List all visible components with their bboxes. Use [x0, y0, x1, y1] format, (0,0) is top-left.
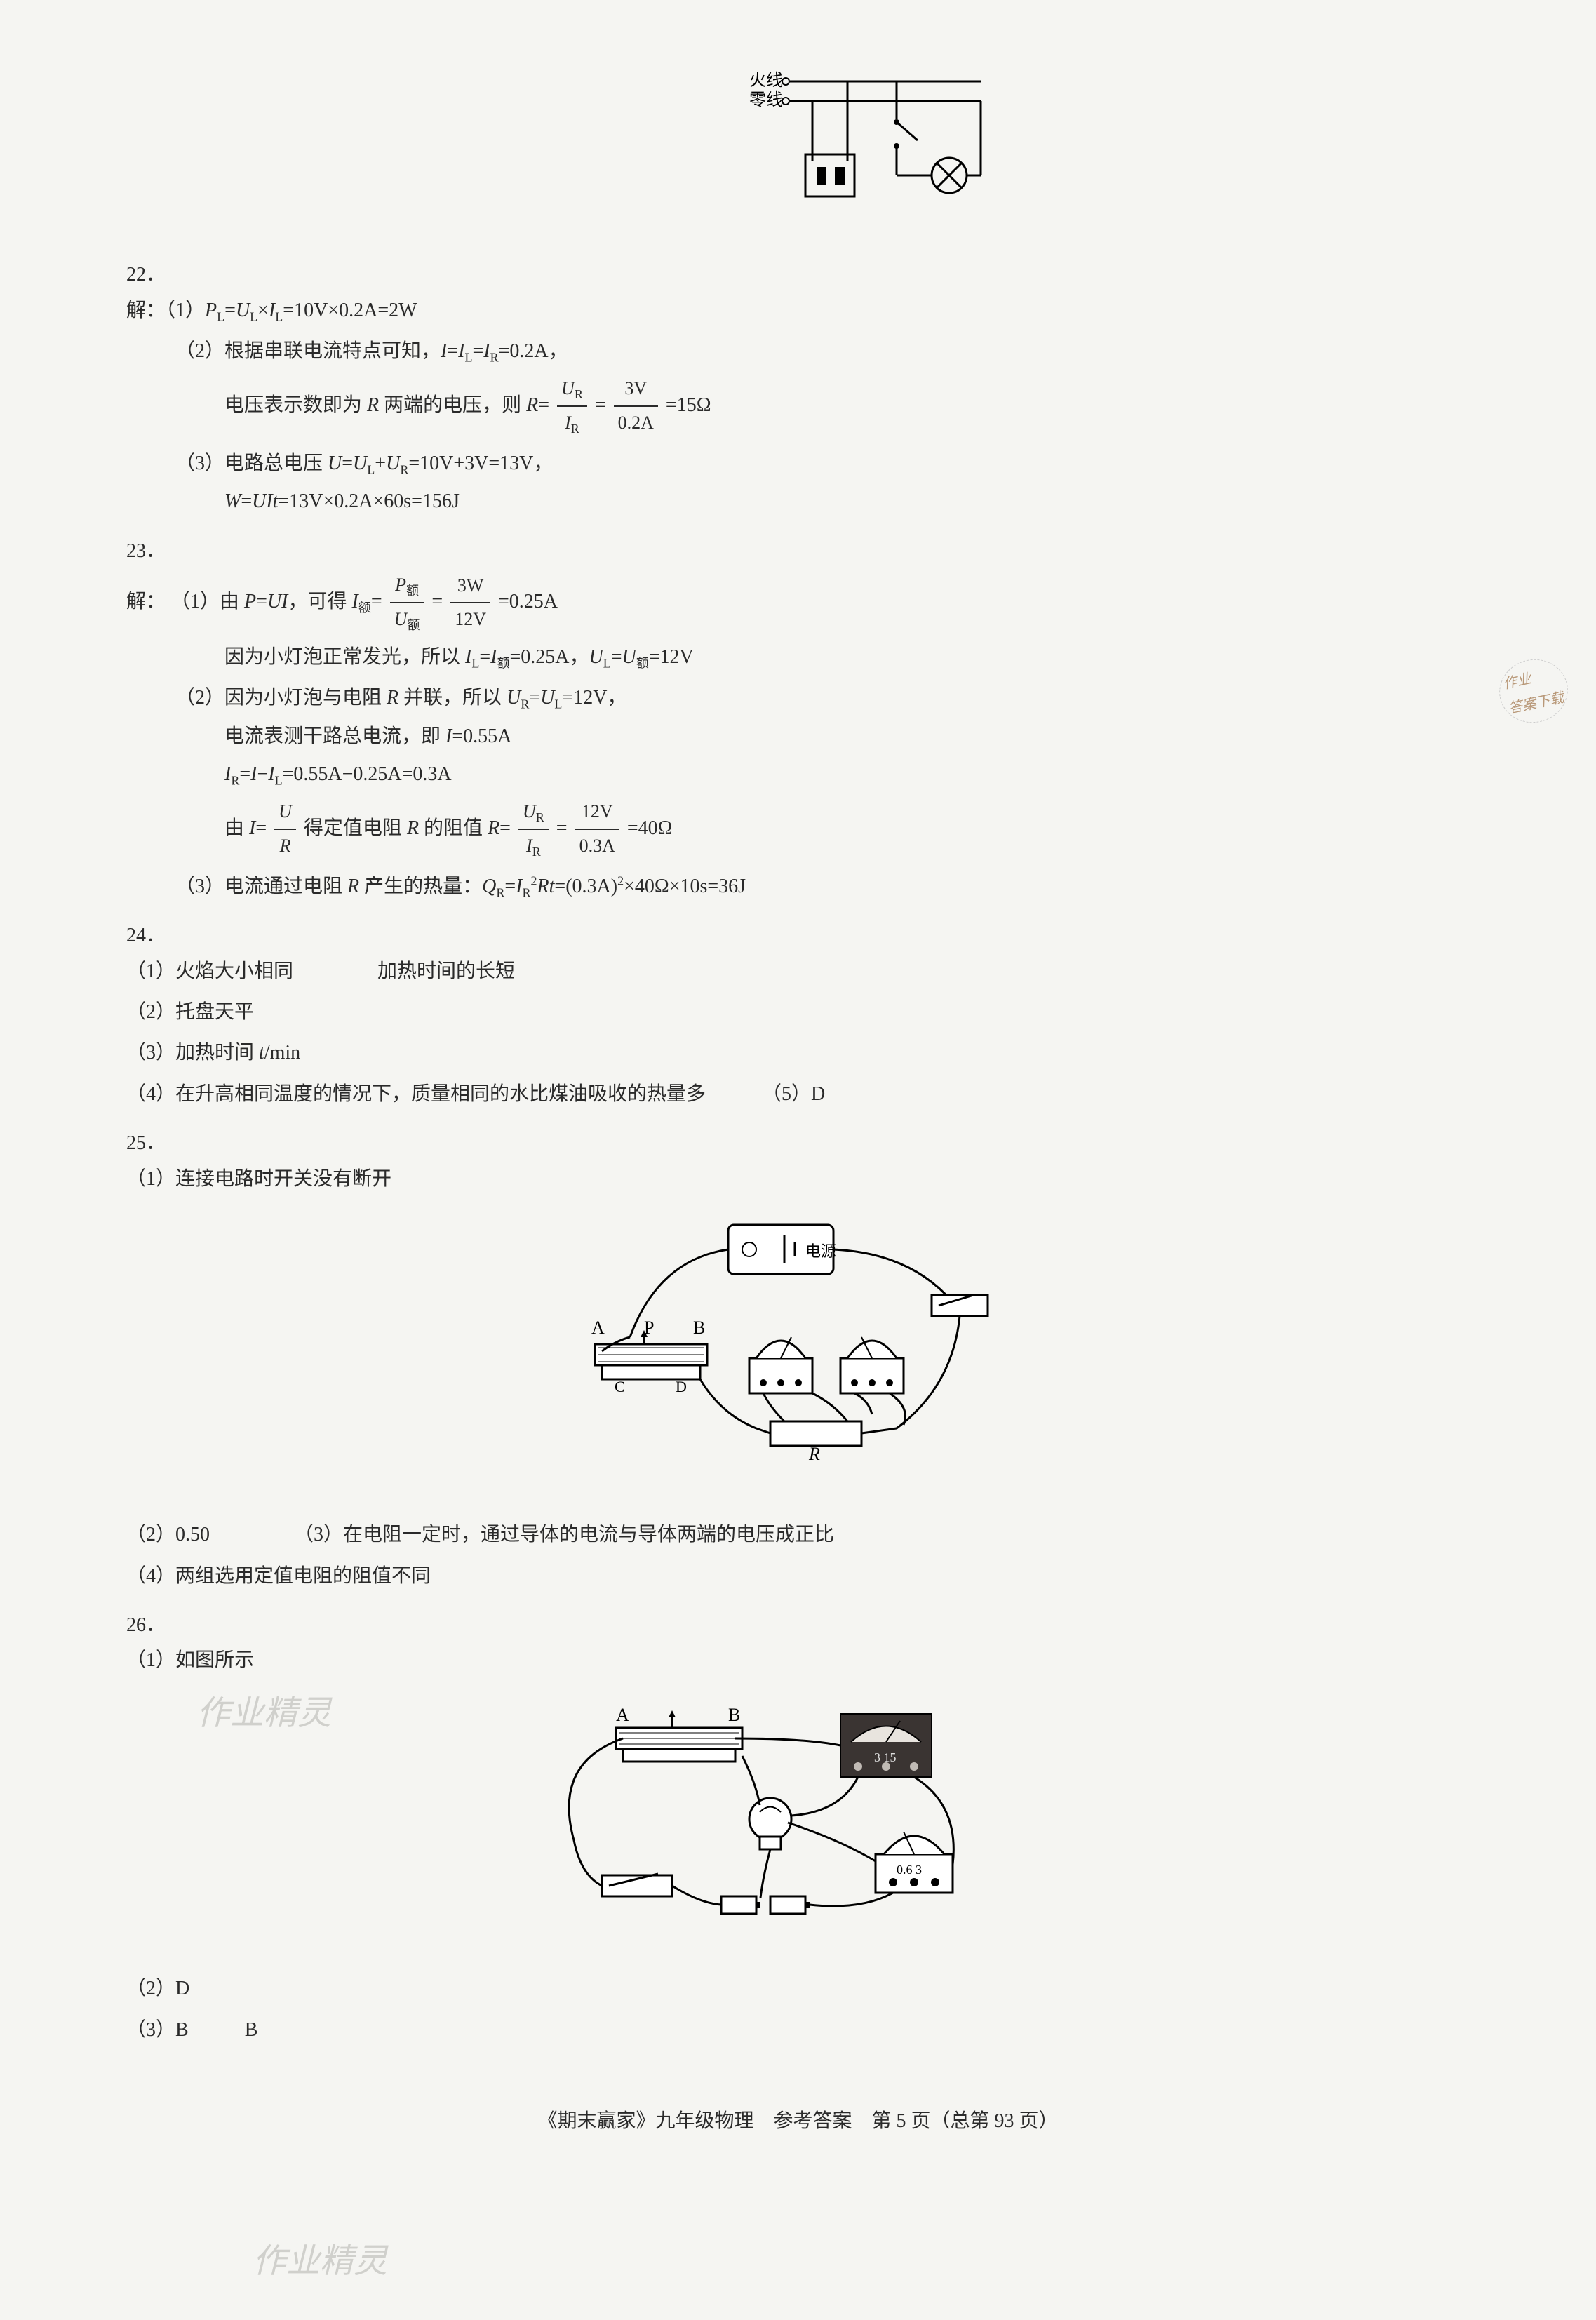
circuit-diagram-top: 火线 零线 — [126, 70, 1470, 222]
q22-p3b: W=UIt=13V×0.2A×60s=156J — [126, 484, 1428, 519]
household-circuit-svg: 火线 零线 — [602, 70, 995, 210]
question-25: 25． （1）连接电路时开关没有断开 电源 A P B — [126, 1126, 1470, 1594]
svg-text:3 15: 3 15 — [874, 1750, 897, 1764]
q24-p1: （1）火焰大小相同加热时间的长短 — [126, 954, 1428, 989]
q24-number: 24． — [126, 918, 166, 953]
svg-text:A: A — [616, 1705, 629, 1725]
svg-text:D: D — [676, 1378, 687, 1395]
q22-p2: （2）根据串联电流特点可知，I=IL=IR=0.2A， — [126, 334, 1428, 369]
q22-p1: 解：（1）PL=UL×IL=10V×0.2A=2W — [126, 293, 1428, 328]
q22-p3: （3）电路总电压 U=UL+UR=10V+3V=13V， — [126, 446, 1428, 481]
q23-p2: （2）因为小灯泡与电阻 R 并联，所以 UR=UL=12V， — [126, 680, 1428, 716]
page-footer: 《期末赢家》九年级物理 参考答案 第 5 页（总第 93 页） — [126, 2104, 1470, 2139]
q26-p1: （1）如图所示 — [126, 1643, 1428, 1678]
q24-p4: （4）在升高相同温度的情况下，质量相同的水比煤油吸收的热量多（5）D — [126, 1077, 1428, 1112]
q26-circuit-svg: A B 3 15 — [511, 1700, 1044, 1938]
label-neutral: 零线 — [749, 90, 783, 109]
q23-p1: 解： （1）由 P=UI，可得 I额= P额U额 = 3W12V =0.25A — [126, 569, 1428, 637]
q23-p3: （3）电流通过电阻 R 产生的热量：QR=IR2Rt=(0.3A)2×40Ω×1… — [126, 869, 1428, 904]
question-26: 26． （1）如图所示 A B 3 15 — [126, 1608, 1470, 2048]
q26-p3: （3）BB — [126, 2013, 1428, 2048]
question-23: 23． 解： （1）由 P=UI，可得 I额= P额U额 = 3W12V =0.… — [126, 534, 1470, 905]
svg-text:0.6 3: 0.6 3 — [897, 1863, 922, 1877]
question-22: 22． 解：（1）PL=UL×IL=10V×0.2A=2W （2）根据串联电流特… — [126, 257, 1470, 519]
svg-text:B: B — [693, 1317, 705, 1338]
label-live: 火线 — [749, 71, 783, 90]
question-24: 24． （1）火焰大小相同加热时间的长短 （2）托盘天平 （3）加热时间 t/m… — [126, 918, 1470, 1112]
q25-p4: （4）两组选用定值电阻的阻值不同 — [126, 1559, 1428, 1594]
svg-text:A: A — [591, 1317, 605, 1338]
q23-p2d: 由 I= UR 得定值电阻 R 的阻值 R= URIR = 12V0.3A =4… — [126, 796, 1428, 864]
watermark-2: 作业精灵 — [253, 2232, 387, 2292]
q24-p2: （2）托盘天平 — [126, 995, 1428, 1030]
q26-number: 26． — [126, 1608, 166, 1643]
q25-p1: （1）连接电路时开关没有断开 — [126, 1162, 1428, 1197]
svg-text:电源: 电源 — [805, 1242, 836, 1260]
q26-p2: （2）D — [126, 1971, 1428, 2006]
svg-text:C: C — [615, 1378, 625, 1395]
q22-number: 22． — [126, 257, 166, 293]
q23-p1b: 因为小灯泡正常发光，所以 IL=I额=0.25A，UL=U额=12V — [126, 640, 1428, 675]
q23-p2b: 电流表测干路总电流，即 I=0.55A — [126, 719, 1428, 754]
q25-diagram: 电源 A P B C D — [126, 1218, 1428, 1496]
svg-text:B: B — [728, 1705, 740, 1725]
margin-badge: 作业答案下载 — [1494, 653, 1574, 729]
q22-p2b: 电压表示数即为 R 两端的电压，则 R= URIR = 3V0.2A =15Ω — [126, 373, 1428, 441]
q25-circuit-svg: 电源 A P B C D — [560, 1218, 995, 1484]
watermark-1: 作业精灵 — [196, 1684, 331, 1744]
q23-p2c: IR=I−IL=0.55A−0.25A=0.3A — [126, 757, 1428, 792]
q23-number: 23． — [126, 534, 166, 569]
q25-p2: （2）0.50（3）在电阻一定时，通过导体的电流与导体两端的电压成正比 — [126, 1517, 1428, 1553]
q24-p3: （3）加热时间 t/min — [126, 1035, 1428, 1071]
q25-number: 25． — [126, 1126, 166, 1161]
svg-text:R: R — [808, 1444, 820, 1464]
